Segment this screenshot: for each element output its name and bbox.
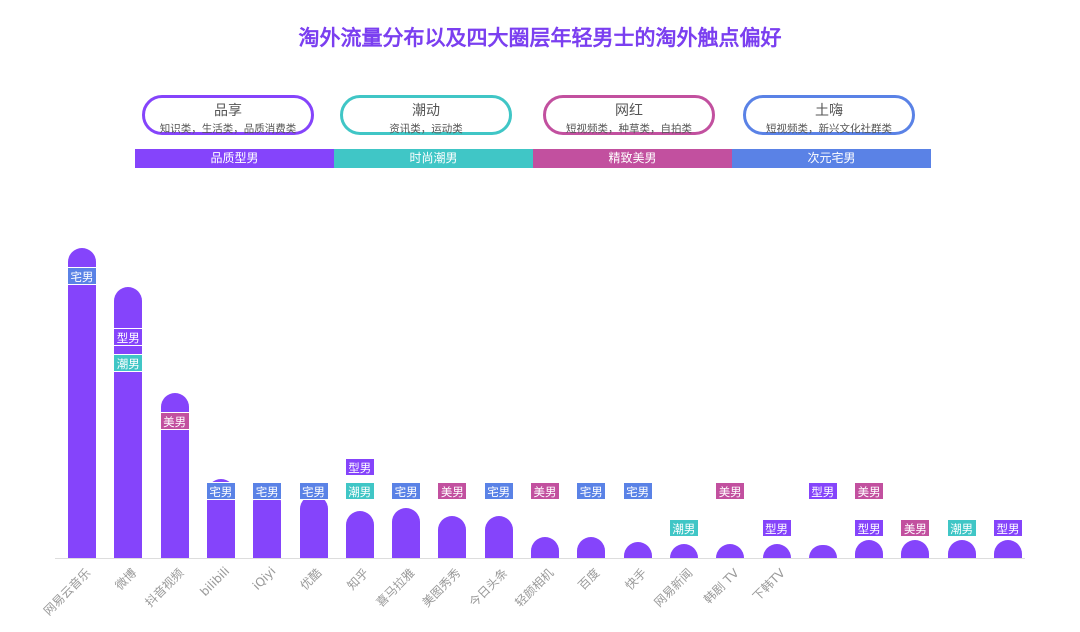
x-tick-label: 知乎: [344, 565, 372, 593]
segment-tag: 美男: [900, 519, 931, 537]
segment-tag: 美男: [854, 482, 885, 500]
segment-tag: 宅男: [622, 482, 653, 500]
segment-band: 次元宅男: [732, 149, 931, 168]
pill-subtitle: 知识类，生活类，品质消费类: [159, 123, 297, 135]
legend-pill: 网红短视频类，种草类，自拍类: [543, 95, 715, 135]
legend-pill: 潮动资讯类，运动类: [340, 95, 512, 135]
bar: [438, 516, 467, 558]
bar: [623, 542, 652, 558]
pill-title: 网红: [615, 103, 643, 119]
bar: [947, 540, 976, 558]
pill-title: 潮动: [412, 103, 440, 119]
x-tick-label: 喜马拉雅: [373, 565, 418, 610]
segment-tag: 潮男: [946, 519, 977, 537]
x-tick-label: iQiyi: [249, 564, 279, 593]
segment-tag: 潮男: [344, 482, 375, 500]
bar: [855, 540, 884, 558]
segment-tag: 宅男: [391, 482, 422, 500]
x-tick-label: 下韩TV: [749, 565, 788, 604]
x-tick-label: 网易云音乐: [40, 565, 94, 619]
x-tick-label: 微博: [112, 565, 140, 593]
segment-tag: 宅男: [67, 267, 97, 285]
segment-tag: 宅男: [205, 482, 236, 500]
segment-band: 品质型男: [135, 149, 334, 168]
legend-pill: 土嗨短视频类，新兴文化社群类: [743, 95, 915, 135]
segment-tag: 宅男: [576, 482, 607, 500]
bar: [345, 511, 374, 558]
pill-subtitle: 短视频类，种草类，自拍类: [566, 123, 692, 135]
bar: [392, 508, 421, 558]
pill-subtitle: 资讯类，运动类: [389, 123, 463, 135]
bar: [762, 544, 791, 558]
segment-tag: 型男: [344, 458, 375, 476]
segment-band: 精致美男: [533, 149, 732, 168]
bar: [808, 545, 837, 558]
segment-tag: 美男: [715, 482, 746, 500]
x-tick-label: 韩剧 TV: [700, 565, 742, 607]
bar: [716, 544, 745, 558]
segment-tag: 美男: [159, 412, 190, 430]
bar: [994, 540, 1022, 558]
segment-tag: 宅男: [483, 482, 514, 500]
legend-pill: 品享知识类，生活类，品质消费类: [142, 95, 314, 135]
segment-tag: 潮男: [113, 354, 144, 372]
segment-tag: 潮男: [668, 519, 699, 537]
segment-tag: 型男: [761, 519, 792, 537]
segment-tag: 宅男: [298, 482, 329, 500]
pill-title: 土嗨: [815, 103, 843, 119]
x-tick-label: 轻颜相机: [512, 565, 557, 610]
bar: [531, 537, 559, 558]
x-tick-label: 优酷: [297, 565, 325, 593]
x-tick-label: 抖音视频: [142, 565, 186, 610]
pill-title: 品享: [214, 103, 242, 119]
pill-subtitle: 短视频类，新兴文化社群类: [766, 123, 892, 135]
x-tick-label: 网易新闻: [651, 565, 696, 610]
x-tick-label: 百度: [575, 565, 603, 593]
segment-tag: 宅男: [252, 482, 283, 500]
x-tick-label: 美图秀秀: [419, 565, 464, 610]
segment-tag: 美男: [437, 482, 468, 500]
segment-tag: 型男: [113, 328, 144, 346]
segment-tag: 美男: [530, 482, 560, 500]
chart-title: 淘外流量分布以及四大圈层年轻男士的淘外触点偏好: [298, 26, 782, 50]
x-tick-label: bilibili: [197, 564, 232, 599]
segment-tag: 型男: [993, 519, 1023, 537]
bar: [68, 248, 96, 558]
bar: [669, 544, 698, 558]
x-tick-label: 快手: [622, 565, 649, 593]
x-tick-label: 今日头条: [466, 565, 511, 610]
bar: [577, 537, 606, 558]
bar: [484, 516, 513, 558]
segment-tag: 型男: [854, 519, 885, 537]
segment-tag: 型男: [807, 482, 838, 500]
segment-band: 时尚潮男: [334, 149, 533, 168]
x-axis: [55, 558, 1025, 559]
bar: [901, 540, 930, 558]
bar: [299, 495, 328, 558]
